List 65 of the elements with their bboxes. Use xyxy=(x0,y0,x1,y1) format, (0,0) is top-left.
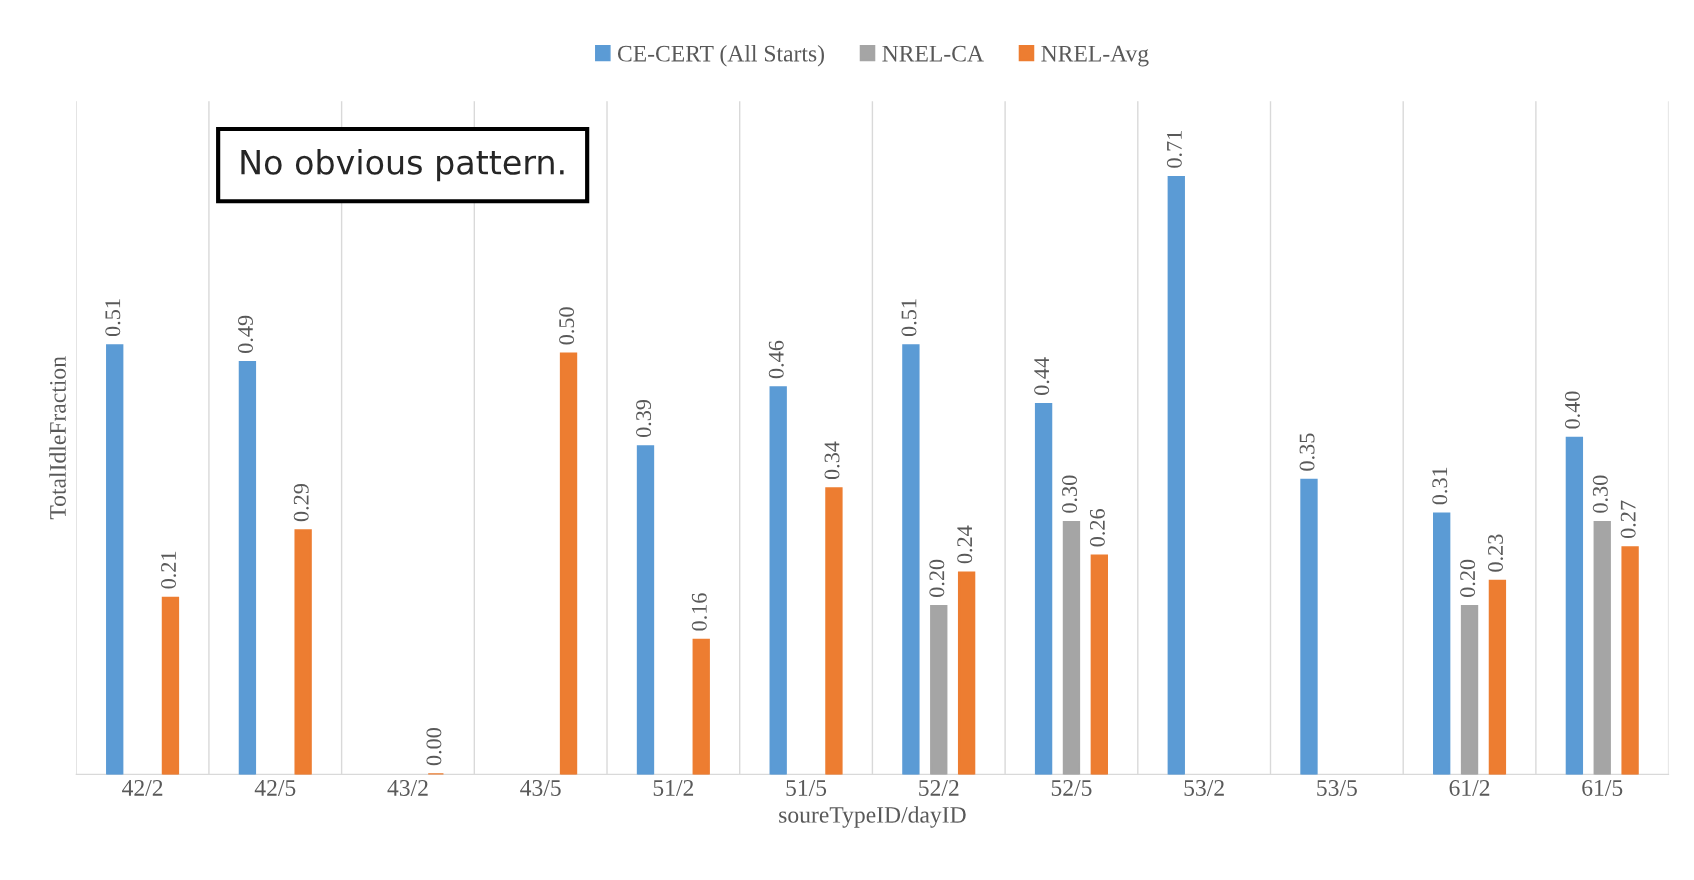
bar xyxy=(1488,579,1507,775)
bar xyxy=(769,386,787,775)
data-label: 0.16 xyxy=(691,593,707,631)
data-label: 0.20 xyxy=(1460,559,1476,597)
data-label: 0.51 xyxy=(901,299,917,337)
data-label: 0.21 xyxy=(161,551,177,589)
bar xyxy=(1565,436,1584,775)
y-axis-title: TotalIdleFraction xyxy=(49,356,66,520)
bar xyxy=(161,596,180,775)
data-label: 0.44 xyxy=(1034,357,1050,395)
bar xyxy=(930,605,948,775)
legend-label: NREL-CA xyxy=(882,45,984,62)
data-label: 0.30 xyxy=(1062,475,1078,513)
bar xyxy=(1090,554,1108,775)
bar xyxy=(902,344,920,775)
legend-label: CE-CERT (All Starts) xyxy=(617,45,824,67)
legend-label: NREL-Avg xyxy=(1041,45,1149,67)
bar xyxy=(1460,605,1479,775)
x-axis-title: soureTypeID/dayID xyxy=(779,806,966,828)
data-label: 0.35 xyxy=(1299,433,1315,471)
x-tick-label: 52/2 xyxy=(919,780,959,796)
data-label: 0.00 xyxy=(426,728,442,766)
x-tick-label: 42/5 xyxy=(254,780,296,796)
bar xyxy=(1167,175,1185,775)
x-tick-label: 43/2 xyxy=(387,780,428,796)
x-tick-label: 53/2 xyxy=(1184,780,1224,796)
bar xyxy=(238,361,257,775)
data-label: 0.31 xyxy=(1432,467,1448,505)
bar xyxy=(1300,478,1318,775)
data-label: 0.51 xyxy=(105,299,121,337)
bar xyxy=(825,487,843,775)
x-tick-label: 43/5 xyxy=(520,780,561,796)
data-label: 0.34 xyxy=(824,441,840,480)
data-label: 0.40 xyxy=(1564,391,1581,429)
bar xyxy=(1034,403,1053,775)
bar xyxy=(106,344,124,775)
data-label: 0.24 xyxy=(957,525,973,564)
bar xyxy=(294,529,312,775)
data-label: 0.27 xyxy=(1620,500,1636,539)
data-label: 0.46 xyxy=(768,340,784,379)
data-label: 0.23 xyxy=(1487,534,1504,572)
data-label: 0.29 xyxy=(293,484,309,522)
bar xyxy=(692,638,710,775)
data-label: 0.20 xyxy=(929,559,945,597)
x-tick-label: 52/5 xyxy=(1051,780,1092,796)
data-label: 0.49 xyxy=(237,315,254,353)
x-tick-label: 42/2 xyxy=(122,780,163,796)
bar xyxy=(1593,520,1611,775)
bar xyxy=(1433,512,1451,775)
bar xyxy=(559,352,578,775)
bar xyxy=(957,571,976,775)
data-label: 0.26 xyxy=(1089,509,1105,547)
x-tick-label: 53/5 xyxy=(1317,780,1357,796)
bar xyxy=(1621,546,1639,775)
x-tick-label: 51/5 xyxy=(786,780,827,796)
x-tick-label: 51/2 xyxy=(653,780,694,796)
data-label: 0.71 xyxy=(1166,131,1182,168)
bar xyxy=(636,445,655,775)
annotation: No obvious pattern. xyxy=(241,149,564,182)
x-tick-label: 61/5 xyxy=(1582,780,1623,796)
data-label: 0.39 xyxy=(636,399,652,438)
x-tick-label: 61/2 xyxy=(1449,780,1490,796)
data-label: 0.30 xyxy=(1592,475,1608,513)
data-label: 0.50 xyxy=(559,307,575,345)
bar xyxy=(1062,520,1081,775)
